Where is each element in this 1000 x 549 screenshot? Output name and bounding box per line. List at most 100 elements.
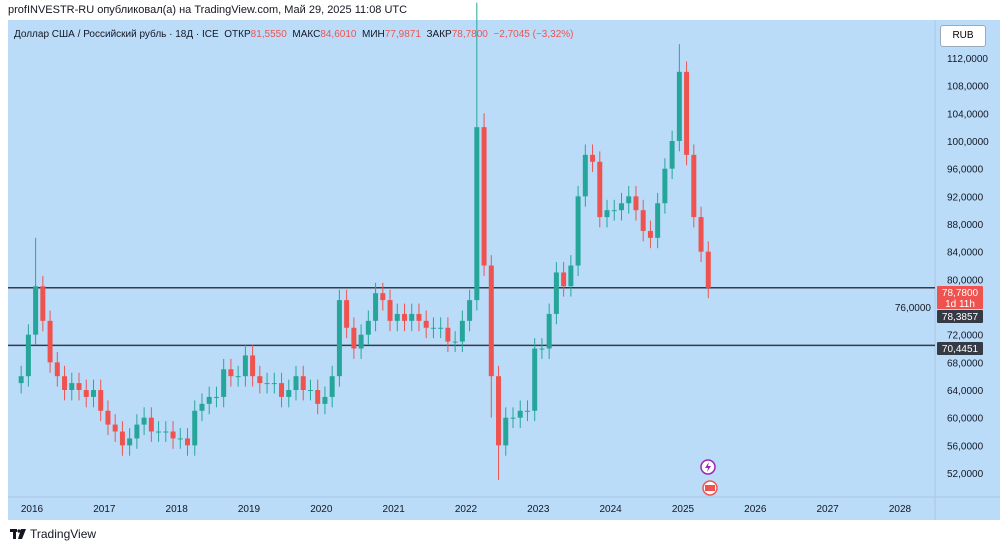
y-tick-label: 64,0000 — [947, 386, 984, 397]
candle-up — [286, 390, 292, 397]
y-tick-label: 92,0000 — [947, 192, 984, 203]
candle-down — [387, 300, 393, 321]
candle-up — [474, 127, 480, 301]
candle-up — [213, 396, 219, 398]
candle-down — [351, 327, 357, 349]
candle-up — [430, 327, 436, 329]
candle-up — [575, 196, 581, 266]
candle-up — [235, 376, 241, 378]
candle-up — [329, 376, 335, 397]
candle-up — [459, 320, 465, 342]
candle-down — [112, 424, 118, 432]
candle-up — [467, 300, 473, 321]
candle-up — [394, 313, 400, 321]
candle-up — [618, 203, 624, 211]
x-tick-label: 2024 — [600, 504, 623, 515]
candle-up — [662, 168, 668, 204]
candle-up — [546, 313, 552, 349]
candle-down — [76, 383, 82, 391]
close-label: ЗАКР — [426, 29, 452, 40]
candle-down — [380, 293, 386, 301]
y-tick-label: 108,0000 — [947, 82, 989, 93]
candle-up — [271, 383, 277, 385]
candle-up — [322, 396, 328, 404]
candle-up — [134, 424, 140, 439]
candle-up — [582, 154, 588, 197]
us-flag-icon — [705, 485, 715, 491]
candle-down — [561, 272, 567, 287]
candle-up — [517, 410, 523, 418]
x-tick-label: 2025 — [672, 504, 695, 515]
x-tick-label: 2018 — [166, 504, 189, 515]
candle-up — [655, 203, 661, 238]
last-price-label: 78,7800 — [942, 288, 979, 299]
candle-up — [611, 210, 617, 212]
candle-up — [532, 348, 538, 411]
candle-down — [257, 376, 263, 384]
candle-up — [438, 327, 444, 329]
candle-up — [510, 417, 516, 419]
candle-down — [300, 376, 306, 391]
candle-down — [640, 210, 646, 231]
open-value: 81,5550 — [250, 29, 287, 40]
x-tick-label: 2020 — [310, 504, 333, 515]
prev-price-label-box — [937, 310, 983, 323]
currency-button[interactable]: RUB — [940, 25, 986, 47]
last-price-label-box — [937, 286, 983, 309]
y-tick-label: 80,0000 — [947, 275, 984, 286]
candle-up — [568, 265, 574, 287]
candle-down — [279, 383, 285, 397]
candle-down — [416, 313, 422, 321]
candle-down — [496, 376, 502, 446]
candle-down — [401, 313, 407, 321]
candle-up — [242, 355, 248, 377]
y-tick-label: 96,0000 — [947, 165, 984, 176]
candle-down — [170, 431, 176, 439]
candle-down — [590, 154, 596, 162]
candle-up — [669, 141, 675, 169]
candle-down — [647, 230, 653, 238]
y-tick-label: 100,0000 — [947, 137, 989, 148]
candle-down — [633, 196, 639, 211]
low-label: МИН — [362, 29, 385, 40]
candle-up — [199, 403, 205, 411]
candle-down — [597, 161, 603, 218]
y-tick-label: 68,0000 — [947, 358, 984, 369]
footer-logo[interactable]: TradingView — [10, 527, 96, 541]
change-value: −2,7045 (−3,32%) — [493, 29, 574, 40]
candle-down — [105, 410, 111, 425]
candle-up — [18, 376, 24, 384]
candle-down — [445, 327, 451, 342]
lightning-glyph-icon — [705, 462, 711, 472]
candle-up — [553, 272, 559, 314]
candle-down — [98, 390, 104, 411]
y-tick-label: 88,0000 — [947, 220, 984, 231]
x-tick-label: 2021 — [383, 504, 406, 515]
candle-up — [676, 71, 682, 142]
open-label: ОТКР — [224, 29, 251, 40]
x-tick-label: 2026 — [744, 504, 767, 515]
y-tick-label: 56,0000 — [947, 441, 984, 452]
x-tick-label: 2027 — [817, 504, 840, 515]
candle-up — [524, 410, 530, 412]
candle-up — [33, 286, 39, 335]
prev-price-label: 78,3857 — [942, 312, 979, 323]
y-tick-label: 84,0000 — [947, 248, 984, 259]
candle-up — [221, 369, 227, 397]
high-label: МАКС — [292, 29, 321, 40]
candle-down — [54, 362, 60, 377]
high-value: 84,6010 — [320, 29, 357, 40]
candle-up — [69, 383, 75, 391]
candle-down — [481, 127, 487, 266]
x-tick-label: 2019 — [238, 504, 261, 515]
candle-up — [373, 293, 379, 321]
candle-up — [604, 210, 610, 218]
candle-down — [228, 369, 234, 377]
candle-down — [691, 154, 697, 218]
last-price-label: 1d 11h — [945, 299, 975, 310]
candle-up — [127, 438, 133, 446]
candle-down — [40, 286, 46, 321]
level-price-label-box — [937, 342, 983, 355]
candle-up — [177, 438, 183, 440]
